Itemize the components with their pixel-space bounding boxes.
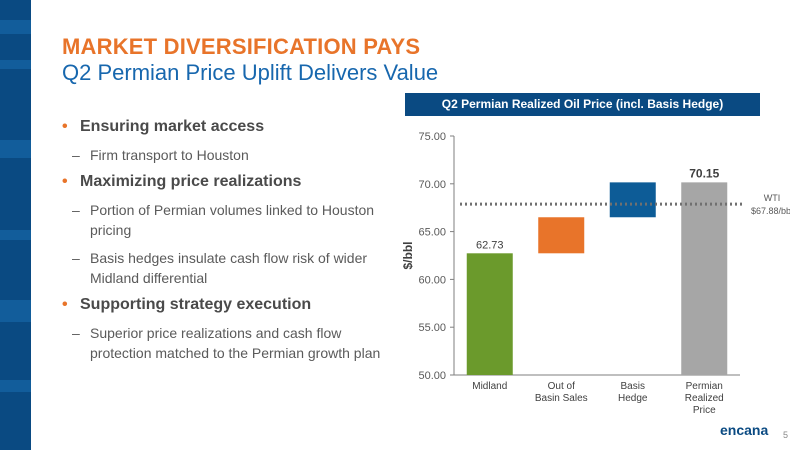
x-category-label: Basin Sales — [535, 393, 588, 404]
x-category-label: Midland — [472, 381, 507, 392]
bullet-market-access: Ensuring market access — [62, 118, 392, 136]
x-category-label: Basis — [621, 381, 645, 392]
y-tick-label: 75.00 — [418, 131, 446, 143]
bullet-list: Ensuring market access Firm transport to… — [62, 118, 392, 371]
bar-data-label: 70.15 — [689, 166, 719, 180]
company-logo: encana — [720, 422, 769, 438]
y-axis-label: $/bbl — [401, 241, 415, 269]
sub-bullet-firm-transport: Firm transport to Houston — [62, 145, 392, 165]
x-category-label: Realized — [685, 393, 724, 404]
bullet-strategy-execution: Supporting strategy execution — [62, 296, 392, 314]
wti-reference-label: WTI — [764, 193, 781, 203]
left-decorative-band — [0, 0, 31, 450]
y-tick-label: 60.00 — [418, 274, 446, 286]
y-tick-label: 55.00 — [418, 322, 446, 334]
x-category-label: Out of — [548, 381, 575, 392]
bar-permian-realized-price — [681, 182, 728, 375]
bar-out-of-basin-sales — [538, 217, 585, 254]
y-tick-label: 65.00 — [418, 227, 446, 239]
bar-basis-hedge — [609, 182, 656, 218]
page-number: 5 — [782, 430, 788, 440]
bullet-price-realizations: Maximizing price realizations — [62, 173, 392, 191]
sub-bullet-basis-hedges: Basis hedges insulate cash flow risk of … — [62, 248, 392, 288]
slide-title: MARKET DIVERSIFICATION PAYS — [62, 34, 421, 59]
x-category-label: Permian — [686, 381, 723, 392]
bar-midland — [466, 253, 513, 375]
x-category-label: Hedge — [618, 393, 648, 404]
sub-bullet-growth-plan: Superior price realizations and cash flo… — [62, 323, 392, 363]
y-tick-label: 70.00 — [418, 179, 446, 191]
sub-bullet-houston-pricing: Portion of Permian volumes linked to Hou… — [62, 200, 392, 240]
x-category-label: Price — [693, 405, 716, 416]
bar-data-label: 62.73 — [476, 239, 504, 251]
wti-reference-label: $67.88/bbl — [751, 206, 790, 216]
y-tick-label: 50.00 — [418, 370, 446, 382]
slide-subtitle: Q2 Permian Price Uplift Delivers Value — [62, 60, 439, 85]
waterfall-chart: 50.00 55.00 60.00 65.00 70.00 75.00 $/bbl 62.73… — [401, 131, 790, 416]
chart-title: Q2 Permian Realized Oil Price (incl. Bas… — [405, 93, 760, 116]
